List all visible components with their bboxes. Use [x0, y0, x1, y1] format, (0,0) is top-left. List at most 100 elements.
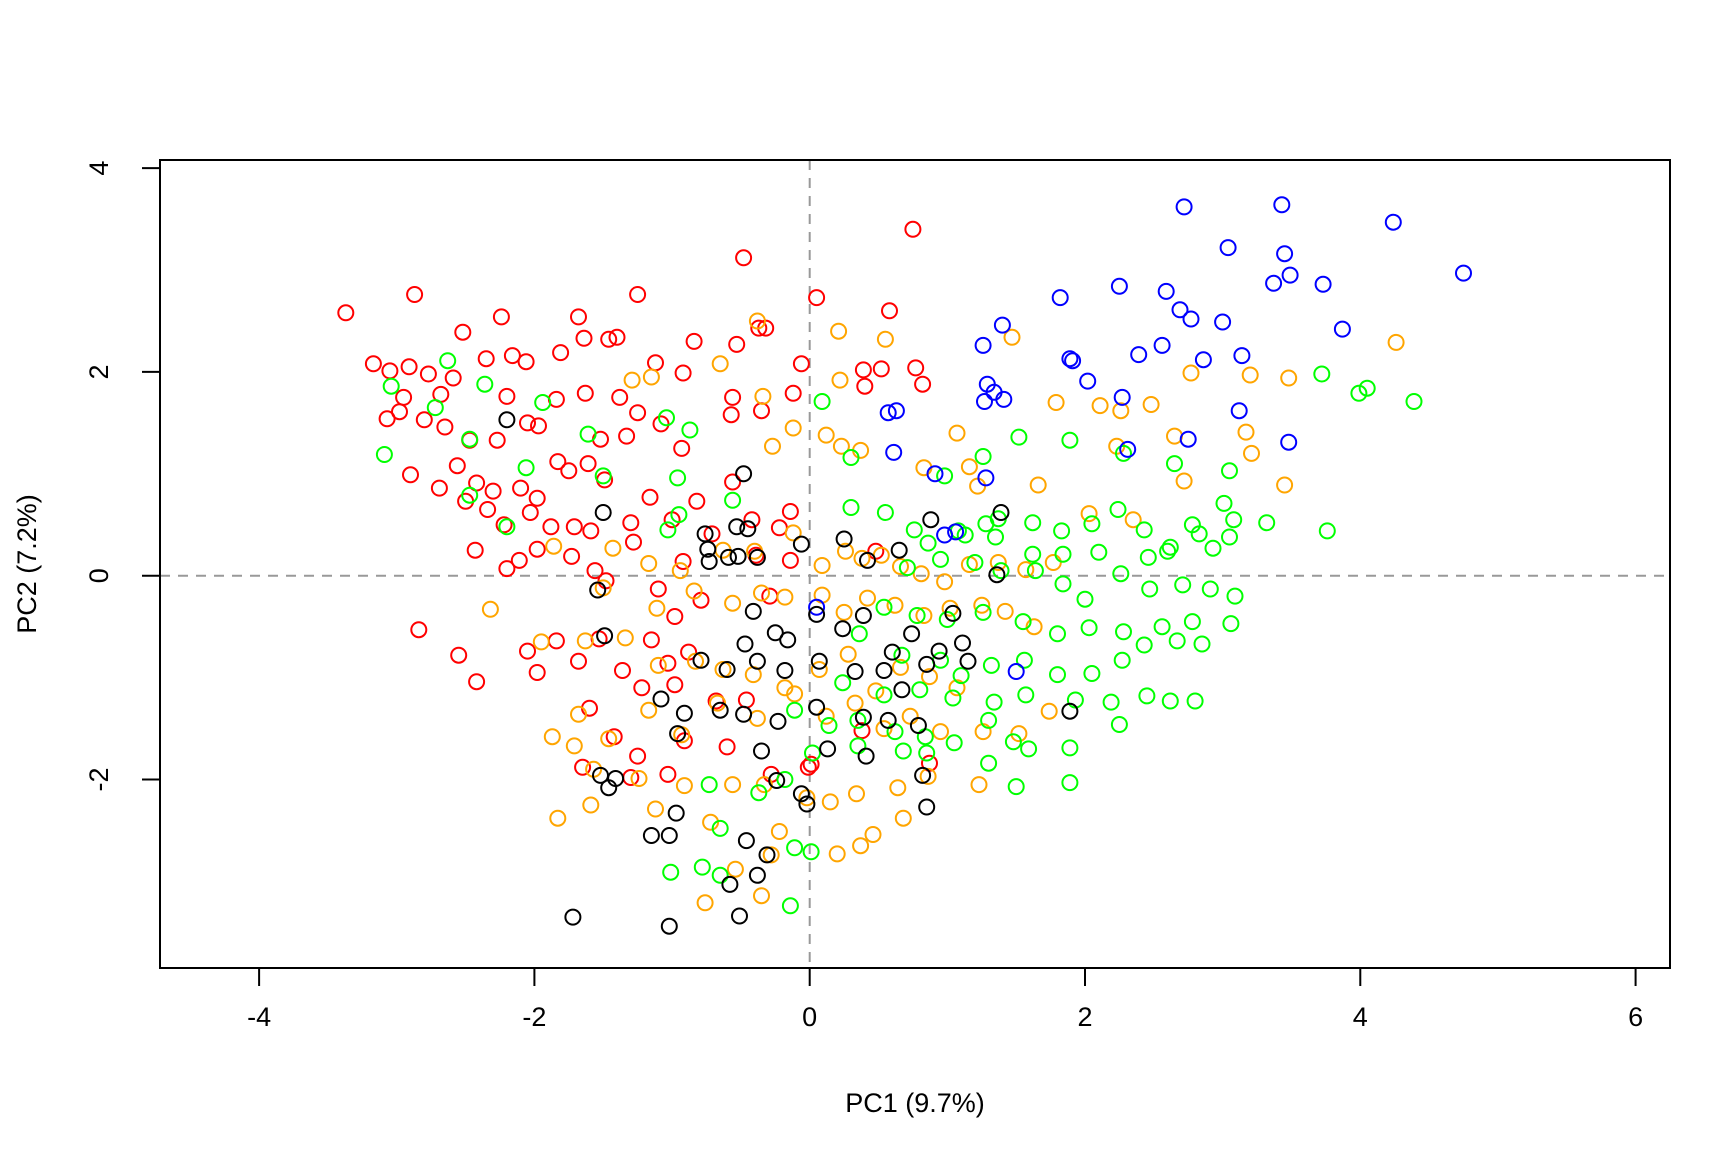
- data-point: [1175, 472, 1193, 490]
- data-point: [498, 387, 516, 405]
- data-point: [743, 511, 761, 529]
- data-point: [894, 742, 912, 760]
- y-tick-label: -2: [84, 767, 114, 791]
- data-point: [517, 459, 535, 477]
- data-point: [724, 388, 742, 406]
- data-point: [916, 728, 934, 746]
- data-point: [406, 286, 424, 303]
- data-point: [1276, 245, 1294, 263]
- data-point: [711, 819, 729, 837]
- data-point: [1083, 515, 1101, 533]
- data-point: [1222, 615, 1240, 633]
- data-point: [828, 845, 846, 863]
- data-point: [883, 643, 901, 661]
- data-point: [1237, 423, 1255, 441]
- data-point: [1119, 440, 1137, 458]
- data-point: [890, 541, 908, 559]
- data-point: [893, 681, 911, 699]
- data-point: [904, 220, 922, 238]
- data-point: [666, 608, 684, 625]
- data-point: [938, 611, 956, 628]
- data-point: [1076, 590, 1094, 608]
- data-point: [468, 673, 486, 691]
- data-point: [1024, 545, 1042, 563]
- data-point: [1007, 778, 1025, 796]
- data-point: [1080, 619, 1098, 637]
- data-point: [699, 540, 717, 558]
- data-point: [1091, 397, 1109, 415]
- data-point: [735, 705, 753, 723]
- data-point: [867, 682, 885, 700]
- data-point: [461, 486, 479, 504]
- data-point: [382, 377, 400, 395]
- data-point: [889, 779, 907, 797]
- data-point: [1135, 521, 1153, 539]
- data-point: [912, 565, 930, 583]
- data-point: [685, 332, 703, 350]
- data-point: [936, 573, 954, 591]
- data-point: [1166, 427, 1183, 445]
- data-point: [415, 411, 433, 429]
- data-point: [648, 599, 666, 617]
- data-point: [872, 360, 890, 378]
- data-point: [850, 625, 868, 643]
- data-point: [1225, 511, 1243, 529]
- data-point: [846, 694, 864, 712]
- data-point: [1109, 501, 1127, 518]
- data-point: [980, 711, 998, 729]
- data-point: [908, 607, 926, 624]
- data-point: [1226, 587, 1244, 605]
- data-point: [721, 875, 739, 893]
- data-point: [748, 312, 766, 330]
- data-point: [781, 551, 799, 569]
- data-point: [914, 375, 932, 393]
- data-point: [488, 431, 506, 449]
- data-point: [735, 465, 753, 483]
- data-point: [887, 402, 905, 420]
- data-point: [510, 551, 528, 569]
- data-point: [974, 603, 992, 621]
- data-point: [565, 737, 583, 755]
- data-point: [1159, 542, 1177, 560]
- data-point: [919, 767, 937, 785]
- data-point: [586, 562, 604, 580]
- data-point: [670, 506, 688, 524]
- y-tick-label: 4: [84, 161, 114, 176]
- data-point: [675, 704, 693, 722]
- data-point: [936, 467, 954, 485]
- data-point: [1219, 239, 1237, 257]
- data-point: [813, 393, 831, 410]
- data-point: [1318, 522, 1336, 540]
- data-point: [893, 646, 911, 664]
- data-point: [1183, 613, 1201, 631]
- data-point: [907, 359, 925, 377]
- data-point: [1004, 733, 1022, 751]
- data-point: [476, 375, 494, 393]
- data-point: [936, 526, 954, 544]
- data-point: [921, 668, 938, 686]
- data-point: [808, 598, 826, 616]
- data-point: [898, 559, 916, 577]
- data-point: [914, 766, 932, 784]
- data-point: [1215, 494, 1233, 512]
- data-point: [532, 633, 550, 651]
- data-point: [786, 685, 804, 703]
- data-point: [642, 631, 660, 649]
- data-point: [1142, 396, 1160, 413]
- data-point: [879, 711, 897, 729]
- data-point: [718, 661, 736, 678]
- data-point: [616, 629, 634, 647]
- data-point: [1204, 539, 1222, 557]
- data-point: [652, 690, 670, 708]
- data-point: [430, 479, 448, 497]
- data-point: [1007, 663, 1025, 680]
- data-point: [1193, 635, 1211, 653]
- data-point: [1135, 636, 1153, 654]
- data-point: [1025, 618, 1043, 636]
- data-point: [762, 846, 780, 864]
- data-point: [642, 827, 660, 844]
- data-point: [992, 562, 1010, 580]
- data-point: [669, 725, 687, 743]
- data-point: [498, 411, 516, 429]
- data-point: [688, 492, 706, 510]
